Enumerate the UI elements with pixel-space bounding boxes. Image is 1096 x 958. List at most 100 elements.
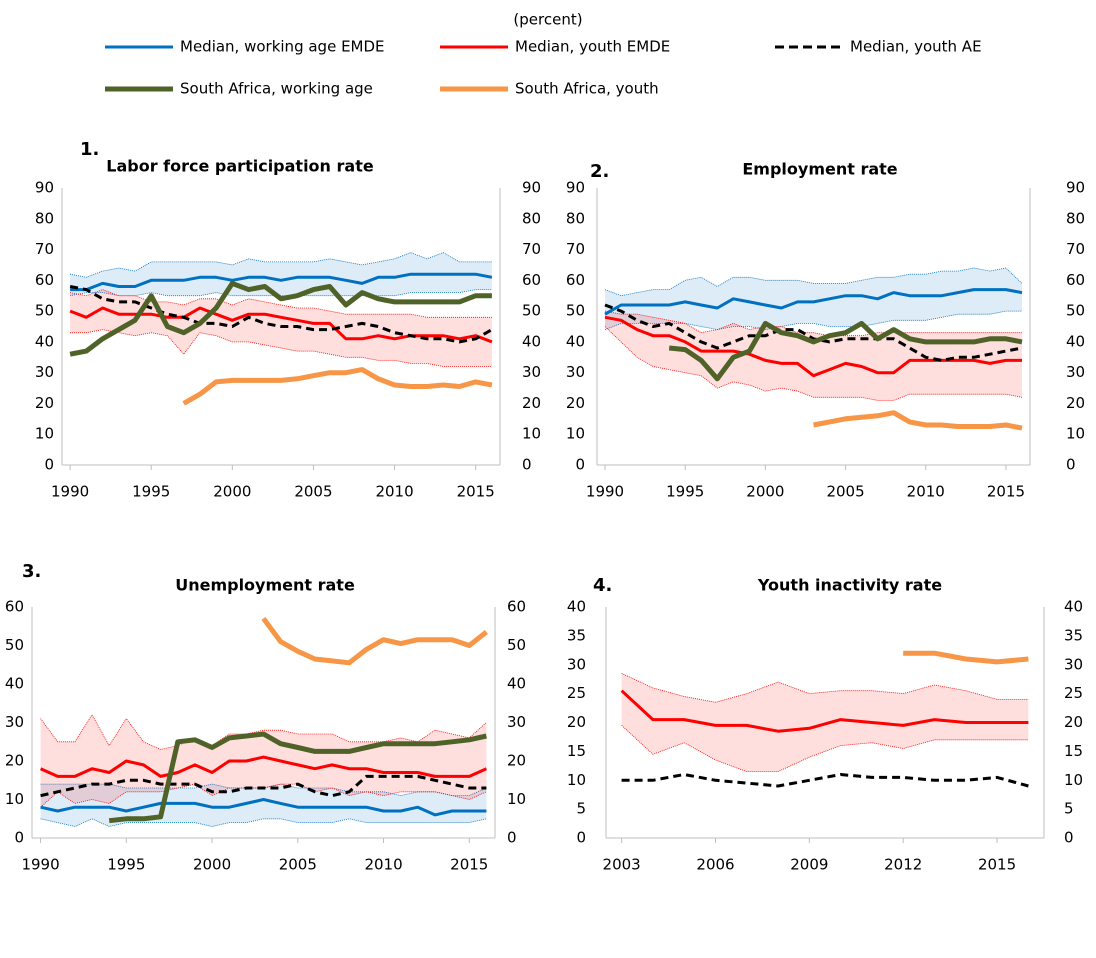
y2-tick-label: 60 — [522, 271, 541, 289]
series-line — [604, 288, 1023, 316]
band-upper — [621, 673, 1029, 703]
y2-tick-label: 70 — [522, 240, 541, 258]
x-tick-label: 2015 — [457, 483, 495, 501]
y-tick-label: 50 — [35, 302, 54, 320]
range-band — [605, 311, 1022, 401]
x-tick-label: 2005 — [826, 483, 864, 501]
panel-title: Labor force participation rate — [106, 157, 374, 176]
legend-label: South Africa, working age — [180, 80, 373, 98]
panel-title: Employment rate — [742, 160, 897, 179]
range-band — [70, 289, 492, 367]
x-tick-label: 2005 — [294, 483, 332, 501]
series-line — [40, 798, 487, 817]
y2-tick-label: 50 — [507, 636, 526, 654]
y-tick-label: 40 — [566, 332, 585, 350]
y-tick-label: 40 — [35, 332, 54, 350]
y2-tick-label: 5 — [1064, 800, 1074, 818]
panel-number: 2. — [590, 161, 609, 182]
y-tick-label: 40 — [567, 598, 586, 616]
series-line — [40, 774, 487, 798]
x-tick-label: 2000 — [746, 483, 784, 501]
band-upper — [70, 252, 492, 278]
y-tick-label: 90 — [35, 179, 54, 197]
x-tick-label: 1995 — [666, 483, 704, 501]
y2-tick-label: 10 — [1064, 771, 1083, 789]
y2-tick-label: 20 — [1066, 394, 1085, 412]
band-lower — [40, 818, 487, 827]
y2-tick-label: 10 — [507, 790, 526, 808]
legend-label: Median, working age EMDE — [180, 38, 385, 56]
y-tick-label: 90 — [566, 179, 585, 197]
x-tick-label: 2015 — [978, 856, 1016, 874]
y-tick-label: 20 — [35, 394, 54, 412]
series-line — [108, 731, 487, 824]
band-upper — [40, 714, 487, 750]
y-tick-label: 10 — [35, 425, 54, 443]
y2-tick-label: 80 — [522, 209, 541, 227]
legend-label: Median, youth EMDE — [515, 38, 670, 56]
series-line — [261, 617, 488, 666]
series-line — [620, 689, 1029, 733]
y-tick-label: 70 — [35, 240, 54, 258]
x-tick-label: 1990 — [586, 483, 624, 501]
x-tick-label: 2009 — [790, 856, 828, 874]
y-tick-label: 20 — [5, 752, 24, 770]
x-tick-label: 1990 — [21, 856, 59, 874]
series-line — [604, 315, 1022, 378]
series-line — [70, 272, 493, 292]
y-tick-label: 35 — [567, 626, 586, 644]
panel-number: 3. — [22, 561, 41, 582]
subtitle: (percent) — [513, 11, 582, 29]
legend-label: Median, youth AE — [850, 38, 982, 56]
y2-tick-label: 15 — [1064, 742, 1083, 760]
range-band — [605, 268, 1022, 330]
y-tick-label: 20 — [566, 394, 585, 412]
x-tick-label: 1995 — [107, 856, 145, 874]
y-tick-label: 70 — [566, 240, 585, 258]
y2-tick-label: 40 — [507, 675, 526, 693]
y2-tick-label: 30 — [507, 713, 526, 731]
series-line — [813, 410, 1023, 431]
x-tick-label: 1990 — [51, 483, 89, 501]
y-tick-label: 50 — [566, 302, 585, 320]
y2-tick-label: 35 — [1064, 626, 1083, 644]
legend-label: South Africa, youth — [515, 80, 659, 98]
y2-tick-label: 25 — [1064, 684, 1083, 702]
range-band — [70, 252, 492, 296]
y2-tick-label: 0 — [522, 456, 532, 474]
y-tick-label: 30 — [566, 363, 585, 381]
y-tick-label: 40 — [5, 675, 24, 693]
series-line — [604, 303, 1023, 362]
y-tick-label: 0 — [14, 829, 24, 847]
y2-tick-label: 20 — [1064, 713, 1083, 731]
y2-tick-label: 40 — [1066, 332, 1085, 350]
x-tick-label: 2000 — [193, 856, 231, 874]
y2-tick-label: 70 — [1066, 240, 1085, 258]
band-lower — [621, 725, 1029, 772]
panel-number: 4. — [593, 575, 612, 596]
band-upper — [604, 310, 1022, 337]
x-tick-label: 2010 — [375, 483, 413, 501]
y2-tick-label: 60 — [1066, 271, 1085, 289]
band-upper — [70, 289, 492, 318]
series-line — [69, 285, 493, 344]
series-line — [69, 280, 492, 357]
y-tick-label: 10 — [567, 771, 586, 789]
x-tick-label: 2010 — [364, 856, 402, 874]
series-line — [182, 367, 493, 406]
y-tick-label: 60 — [35, 271, 54, 289]
panel-title: Youth inactivity rate — [757, 576, 942, 595]
y2-tick-label: 10 — [522, 425, 541, 443]
x-tick-label: 2010 — [907, 483, 945, 501]
y-tick-label: 30 — [567, 655, 586, 673]
y-tick-label: 5 — [576, 800, 586, 818]
x-tick-label: 2015 — [450, 856, 488, 874]
band-lower — [604, 326, 1023, 401]
y2-tick-label: 30 — [1066, 363, 1085, 381]
y-tick-label: 20 — [567, 713, 586, 731]
y-tick-label: 0 — [44, 456, 54, 474]
x-tick-label: 2006 — [696, 856, 734, 874]
y2-tick-label: 50 — [1066, 302, 1085, 320]
y2-tick-label: 40 — [522, 332, 541, 350]
y-tick-label: 60 — [566, 271, 585, 289]
